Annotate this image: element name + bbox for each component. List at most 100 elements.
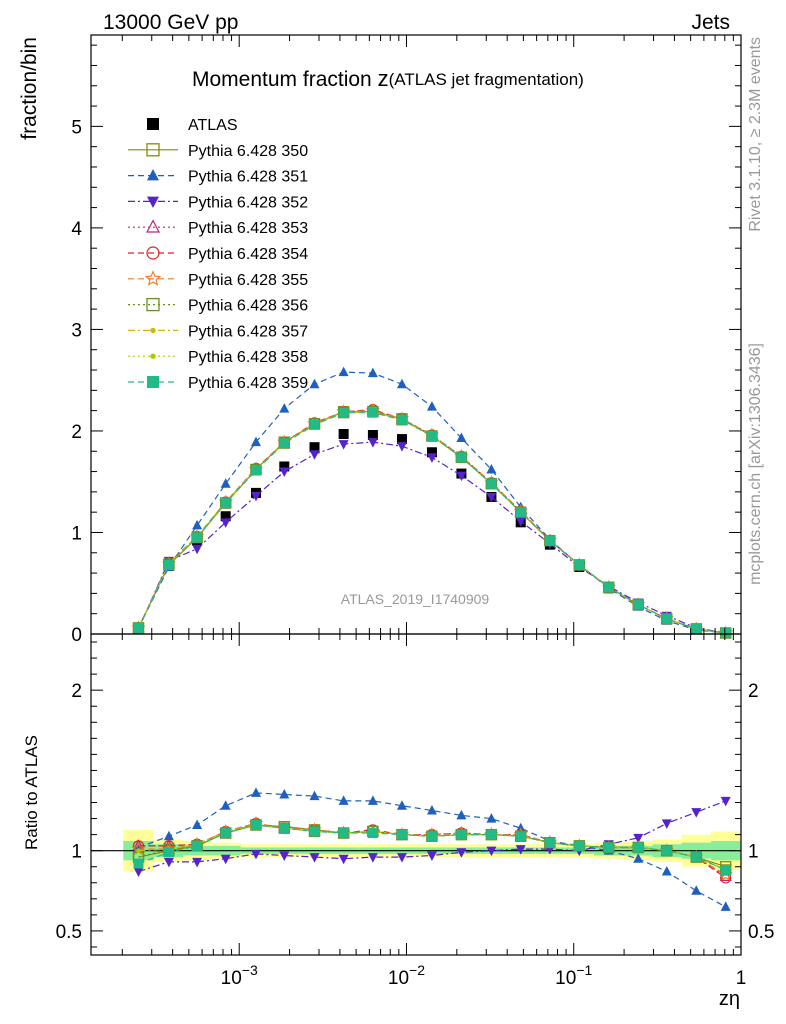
legend-entry: Pythia 6.428 352 <box>128 194 308 211</box>
main-series-group <box>131 366 733 639</box>
y-tick-label: 0 <box>71 625 82 646</box>
main-data-point <box>486 478 497 489</box>
ratio-data-point <box>250 787 261 797</box>
ratio-data-point <box>456 809 467 820</box>
legend-marker <box>146 246 160 260</box>
main-data-point <box>309 419 320 430</box>
ratio-y-axis-label: Ratio to ATLAS <box>22 735 41 850</box>
main-data-point <box>309 442 320 453</box>
ratio-data-point <box>163 847 174 858</box>
axes-group: 0 1 2 3 4 5 0.5 0.5 1 1 2 2 10−3 10−2 10−1 1 <box>56 34 774 989</box>
main-data-point <box>279 461 290 472</box>
main-data-point <box>279 438 290 449</box>
main-y-axis-label: fraction/bin <box>18 37 41 140</box>
legend-marker <box>147 196 159 208</box>
legend-entry: Pythia 6.428 354 <box>128 246 308 263</box>
legend-entry: Pythia 6.428 357 <box>128 323 308 340</box>
legend-entry: Pythia 6.428 350 <box>128 143 308 160</box>
y-tick-label: 4 <box>71 219 82 240</box>
legend-label: Pythia 6.428 359 <box>188 375 308 392</box>
ratio-data-point <box>691 885 702 895</box>
y-tick-label: 2 <box>71 422 82 443</box>
ratio-data-point <box>486 846 497 857</box>
ratio-data-point <box>426 805 437 815</box>
main-data-point <box>192 532 203 543</box>
main-data-point <box>250 491 261 502</box>
main-data-point <box>633 599 644 610</box>
ratio-data-point <box>574 840 585 851</box>
main-data-point <box>163 559 174 570</box>
legend-marker <box>147 169 159 181</box>
ratio-series-line <box>138 824 726 871</box>
main-data-point <box>486 492 497 503</box>
ratio-data-point <box>250 849 261 860</box>
main-data-point <box>250 465 261 476</box>
main-data-point <box>426 401 437 411</box>
ratio-data-point <box>250 819 261 830</box>
main-data-point <box>396 434 407 445</box>
ratio-data-point <box>338 795 349 805</box>
x-axis-label: zη <box>719 988 740 1010</box>
legend-entry: Pythia 6.428 355 <box>128 270 308 289</box>
main-data-point <box>220 478 231 488</box>
main-data-point <box>691 623 702 634</box>
x-tick-label: 10−2 <box>388 962 425 989</box>
main-data-point <box>426 453 437 463</box>
ratio-data-point <box>367 828 378 839</box>
legend-entry: Pythia 6.428 351 <box>128 169 308 186</box>
ratio-data-point <box>220 800 231 810</box>
main-data-point <box>426 431 437 442</box>
ratio-data-point <box>279 851 290 861</box>
main-data-point <box>338 366 349 377</box>
ratio-data-point <box>720 796 731 807</box>
main-series-10 <box>133 407 731 638</box>
ratio-y-tick-label: 2 <box>71 681 82 702</box>
ratio-data-point <box>396 800 407 810</box>
ratio-data-point <box>192 840 203 851</box>
main-data-point <box>338 440 349 450</box>
legend-marker <box>150 353 156 359</box>
legend-marker <box>150 327 156 334</box>
ratio-data-point <box>396 853 407 863</box>
ratio-data-point <box>633 833 644 844</box>
main-data-point <box>720 627 731 638</box>
ratio-data-point <box>338 854 349 865</box>
ratio-series-group <box>131 787 733 911</box>
ratio-data-point <box>279 823 290 834</box>
main-data-point <box>515 507 526 518</box>
main-data-point <box>426 447 437 458</box>
legend-marker <box>147 118 159 130</box>
ratio-y-tick-label-right: 1 <box>748 842 759 863</box>
ratio-data-point <box>309 826 320 837</box>
ratio-data-point <box>220 854 231 865</box>
ratio-data-point <box>426 851 437 861</box>
main-data-point <box>396 378 407 389</box>
ratio-data-point <box>133 867 144 878</box>
legend-marker <box>146 219 160 233</box>
main-data-point <box>220 498 231 509</box>
main-data-point <box>309 450 320 460</box>
ratio-series-9 <box>133 819 731 875</box>
main-data-point <box>367 407 378 418</box>
main-data-point <box>456 471 467 482</box>
main-data-point <box>309 378 320 389</box>
main-data-point <box>192 544 203 555</box>
main-data-point <box>279 467 290 478</box>
legend-entry: ATLAS <box>147 117 238 134</box>
main-data-point <box>456 432 467 443</box>
x-tick-label: 10−1 <box>555 962 592 989</box>
y-tick-label: 1 <box>71 523 82 544</box>
main-data-point <box>486 464 497 474</box>
ratio-series-line <box>138 792 726 908</box>
ratio-data-point <box>163 857 174 868</box>
ratio-data-point <box>367 795 378 805</box>
ratio-data-point <box>720 864 731 875</box>
legend-label: Pythia 6.428 357 <box>188 323 308 340</box>
legend-label: Pythia 6.428 354 <box>188 246 308 263</box>
ratio-panel-frame <box>90 633 742 956</box>
ratio-data-point <box>367 853 378 863</box>
ratio-data-point <box>279 789 290 799</box>
main-data-point <box>220 518 231 528</box>
legend: ATLAS Pythia 6.428 350 Pythia 6.428 351 Pyt… <box>128 117 308 392</box>
